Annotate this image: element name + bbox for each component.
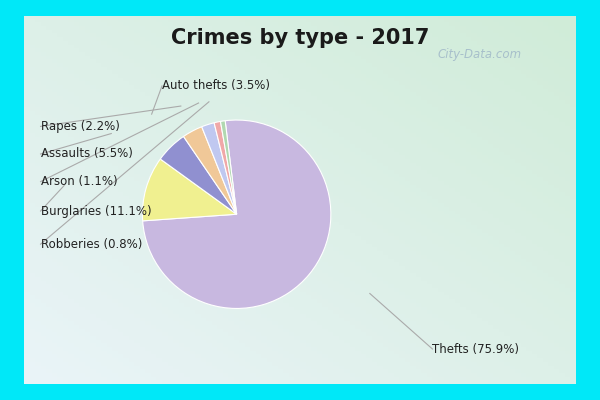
- Text: Burglaries (11.1%): Burglaries (11.1%): [41, 204, 151, 218]
- Wedge shape: [143, 120, 331, 308]
- Text: Auto thefts (3.5%): Auto thefts (3.5%): [162, 80, 270, 92]
- Text: Arson (1.1%): Arson (1.1%): [41, 175, 117, 188]
- Wedge shape: [220, 121, 236, 214]
- Wedge shape: [160, 136, 236, 214]
- Wedge shape: [214, 122, 236, 214]
- Wedge shape: [142, 159, 236, 221]
- Text: Thefts (75.9%): Thefts (75.9%): [433, 342, 520, 356]
- Wedge shape: [202, 123, 236, 214]
- Text: Rapes (2.2%): Rapes (2.2%): [41, 120, 119, 133]
- Text: City-Data.com: City-Data.com: [438, 48, 522, 61]
- Text: Assaults (5.5%): Assaults (5.5%): [41, 148, 133, 160]
- Text: Robberies (0.8%): Robberies (0.8%): [41, 238, 142, 251]
- Wedge shape: [184, 127, 236, 214]
- Text: Crimes by type - 2017: Crimes by type - 2017: [171, 28, 429, 48]
